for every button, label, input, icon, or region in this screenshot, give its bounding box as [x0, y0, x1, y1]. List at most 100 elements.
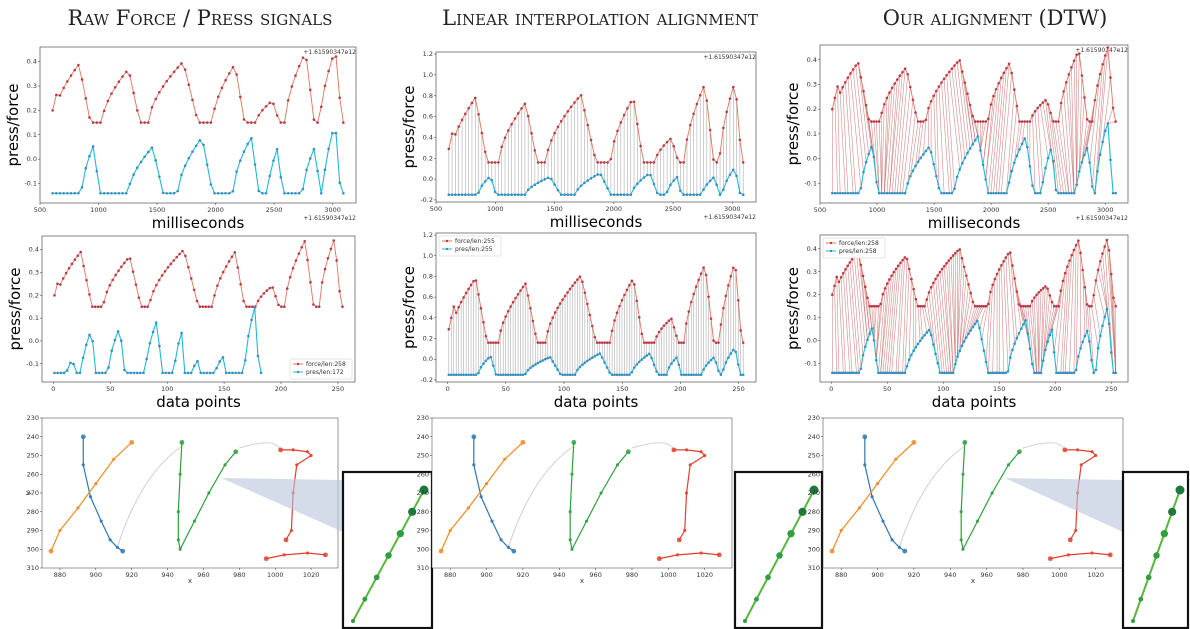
press-point: [741, 193, 745, 197]
y-axis-label: press/force: [400, 85, 418, 168]
plot-frame-dtw-time: [819, 44, 1129, 204]
force-point: [695, 102, 699, 106]
y-tick-label: 0.0: [29, 337, 39, 345]
press-point: [958, 168, 962, 171]
press-point: [859, 367, 863, 370]
force-point: [233, 250, 237, 254]
force-point: [905, 257, 909, 261]
y-tick-label: -0.1: [26, 360, 39, 368]
force-point: [896, 264, 900, 268]
x-tick-label: 500: [34, 206, 46, 214]
force-point: [1070, 66, 1073, 69]
alignment-link: [875, 294, 884, 361]
force-point: [91, 121, 95, 124]
press-point: [113, 338, 117, 342]
press-point: [953, 187, 956, 191]
force-point: [650, 341, 653, 344]
x-tick-label: 940: [944, 571, 956, 579]
force-point: [692, 112, 695, 116]
press-point: [1048, 333, 1052, 337]
x-tick-label: 940: [161, 571, 173, 579]
alignment-link: [1000, 73, 1012, 194]
force-point: [274, 294, 277, 298]
force-point: [1044, 98, 1047, 102]
force-point: [192, 288, 196, 292]
zoom-sample: [1138, 596, 1144, 602]
force-point: [489, 341, 493, 344]
press-point: [698, 193, 702, 197]
force-point: [901, 258, 904, 262]
zoom-sample: [1131, 619, 1135, 623]
force-point: [936, 274, 940, 277]
force-point: [880, 111, 884, 115]
press-point: [477, 371, 480, 375]
force-point: [945, 73, 949, 77]
force-point: [262, 292, 266, 295]
x-axis-label: milliseconds: [550, 213, 643, 231]
force-point: [951, 254, 955, 257]
alignment-link: [884, 272, 895, 373]
force-point: [1035, 293, 1038, 297]
press-point: [718, 193, 722, 197]
alignment-link: [847, 265, 857, 373]
press-point: [539, 360, 542, 363]
press-point: [1046, 156, 1050, 160]
x-tick-label: 1500: [926, 206, 943, 214]
pen-sample: [671, 447, 677, 453]
press-point: [948, 191, 951, 195]
force-point: [894, 267, 898, 271]
press-point: [551, 360, 555, 363]
alignment-link: [941, 269, 952, 373]
press-point: [124, 191, 128, 195]
x-offset-label-bottom: +1.61590347e12: [1075, 215, 1128, 222]
x-tick-label: 200: [275, 385, 287, 393]
x-tick-label: 1000: [90, 206, 107, 214]
press-point: [699, 373, 703, 377]
press-point: [526, 188, 530, 192]
force-point: [326, 256, 330, 260]
force-point: [1085, 118, 1089, 121]
press-point: [80, 185, 84, 189]
force-point: [628, 283, 631, 287]
pen-sample: [1062, 447, 1068, 453]
alignment-link: [937, 275, 947, 373]
press-point: [906, 182, 910, 185]
force-point: [877, 120, 881, 123]
force-point: [224, 78, 227, 82]
press-point: [484, 359, 488, 363]
force-point: [1004, 256, 1008, 259]
force-point: [480, 131, 484, 135]
press-point: [719, 373, 723, 377]
force-point: [702, 85, 705, 89]
force-point: [954, 251, 957, 255]
pen-sample: [233, 449, 239, 455]
pen-sample: [99, 519, 103, 523]
zoom-sample: [1160, 530, 1169, 538]
y-tick-label: 310: [808, 564, 820, 572]
press-point: [650, 356, 653, 360]
force-point: [586, 123, 590, 127]
force-point: [146, 305, 149, 309]
press-point: [1066, 371, 1069, 375]
alignment-link: [1013, 121, 1020, 163]
force-point: [1101, 63, 1104, 66]
x-tick-label: 980: [233, 571, 245, 579]
force-point: [965, 274, 968, 277]
force-point: [181, 249, 184, 253]
press-point: [682, 373, 686, 377]
press-point: [1107, 322, 1111, 326]
press-point: [460, 193, 464, 197]
press-point: [509, 373, 512, 377]
force-point: [728, 97, 732, 100]
alignment-link: [1063, 91, 1072, 194]
press-point: [519, 373, 522, 377]
press-point: [119, 339, 123, 343]
press-point: [540, 179, 543, 183]
alignment-link: [1073, 245, 1077, 373]
force-point: [735, 98, 738, 101]
force-point: [907, 267, 911, 271]
force-point: [680, 341, 683, 344]
press-point: [968, 147, 972, 150]
alignment-link: [946, 75, 955, 189]
press-point: [984, 178, 987, 181]
